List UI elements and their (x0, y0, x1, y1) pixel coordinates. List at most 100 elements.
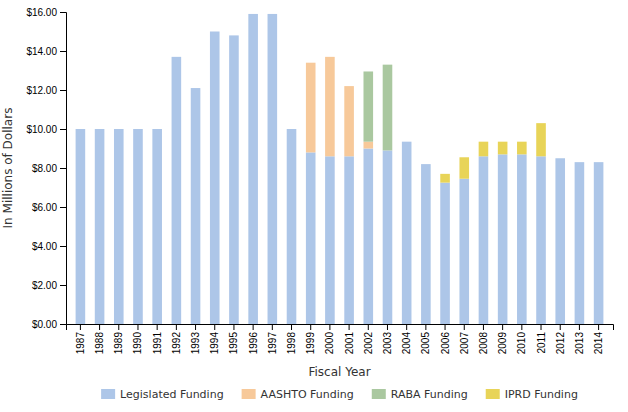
bar (440, 174, 450, 183)
x-tick-mark (291, 324, 292, 330)
y-tick: $0.00 (32, 319, 66, 330)
y-tick: $10.00 (26, 124, 66, 135)
legend-item: AASHTO Funding (242, 388, 354, 401)
chart: 1987198819891990199119921993199419951996… (0, 0, 628, 412)
bar (306, 62, 316, 63)
x-tick: 1989 (113, 324, 124, 354)
x-tick: 2014 (593, 324, 604, 354)
y-tick-label: $10.00 (26, 124, 57, 135)
x-tick-label: 1993 (190, 332, 201, 355)
x-tick-label: 2001 (344, 332, 355, 355)
bar (172, 57, 182, 324)
bar (172, 56, 182, 57)
x-tick-mark (310, 324, 311, 330)
bar (536, 123, 546, 156)
legend-item: Legislated Funding (101, 388, 224, 401)
bar (287, 129, 297, 324)
x-tick-mark (99, 324, 100, 330)
x-axis: 1987198819891990199119921993199419951996… (67, 324, 614, 354)
bar (172, 56, 182, 57)
bar (133, 129, 143, 130)
bar (114, 129, 124, 130)
bar (594, 162, 604, 324)
x-tick-label: 1988 (94, 332, 105, 355)
bar (344, 86, 354, 87)
bar (248, 13, 258, 14)
y-tick-mark (60, 207, 66, 208)
bar (95, 129, 105, 130)
bar (402, 141, 412, 142)
bar (248, 13, 258, 14)
bar (114, 129, 124, 324)
bar (575, 162, 585, 163)
x-tick-mark (349, 324, 350, 330)
bar (191, 88, 201, 89)
x-tick-label: 2011 (536, 332, 547, 354)
y-tick-mark (60, 51, 66, 52)
bar (325, 56, 335, 57)
x-tick: 1996 (248, 324, 259, 354)
y-tick-label: $6.00 (32, 202, 57, 213)
bar (421, 164, 431, 324)
y-axis: $0.00$2.00$4.00$6.00$8.00$10.00$12.00$14… (26, 7, 66, 330)
x-tick-mark (521, 324, 522, 330)
x-tick-mark (483, 324, 484, 330)
bar (498, 154, 508, 324)
bar (210, 31, 220, 32)
x-tick-mark (502, 324, 503, 330)
x-tick: 2006 (440, 324, 451, 354)
y-tick-label: $12.00 (26, 85, 57, 96)
bar (479, 142, 489, 157)
x-tick-label: 1998 (286, 332, 297, 355)
x-tick-mark (425, 324, 426, 330)
x-tick: 1997 (267, 324, 278, 354)
bar (152, 129, 162, 324)
bar (479, 156, 489, 324)
bars (76, 14, 604, 324)
bar (287, 129, 297, 130)
x-tick-label: 1997 (267, 332, 278, 355)
y-tick-mark (60, 324, 66, 325)
x-tick: 2013 (574, 324, 585, 354)
x-tick-label: 2014 (593, 332, 604, 355)
x-tick: 2003 (382, 324, 393, 354)
x-tick-mark (579, 324, 580, 330)
x-tick-label: 2008 (478, 332, 489, 355)
x-tick-label: 2004 (401, 332, 412, 355)
bar (95, 129, 105, 130)
bar (76, 129, 86, 130)
bar (210, 31, 220, 32)
y-tick: $6.00 (32, 202, 66, 213)
x-axis-line (67, 325, 614, 331)
bar (517, 154, 527, 324)
bar (76, 129, 86, 324)
y-tick-mark (60, 129, 66, 130)
x-tick: 1987 (75, 324, 86, 354)
x-tick: 2009 (497, 324, 508, 354)
y-axis-title: In Millions of Dollars (1, 108, 15, 229)
series (440, 123, 546, 182)
bar (229, 35, 239, 36)
x-tick-label: 1990 (132, 332, 143, 355)
y-tick-mark (60, 90, 66, 91)
bar (325, 57, 335, 156)
y-tick-label: $14.00 (26, 46, 57, 57)
x-tick: 1999 (305, 324, 316, 354)
x-tick-mark (157, 324, 158, 330)
bar (133, 129, 143, 130)
bar (229, 35, 239, 324)
legend-swatch (101, 389, 115, 399)
series (306, 57, 373, 156)
x-tick-label: 2002 (363, 332, 374, 355)
x-tick: 2004 (401, 324, 412, 354)
x-tick-mark (368, 324, 369, 330)
x-tick-label: 1987 (75, 332, 86, 355)
bar (306, 63, 316, 153)
bar (402, 142, 412, 324)
x-tick: 2008 (478, 324, 489, 354)
legend-label: IPRD Funding (505, 388, 578, 401)
bar (440, 183, 450, 324)
bar (421, 164, 431, 165)
bar (95, 129, 105, 324)
bar (152, 129, 162, 130)
